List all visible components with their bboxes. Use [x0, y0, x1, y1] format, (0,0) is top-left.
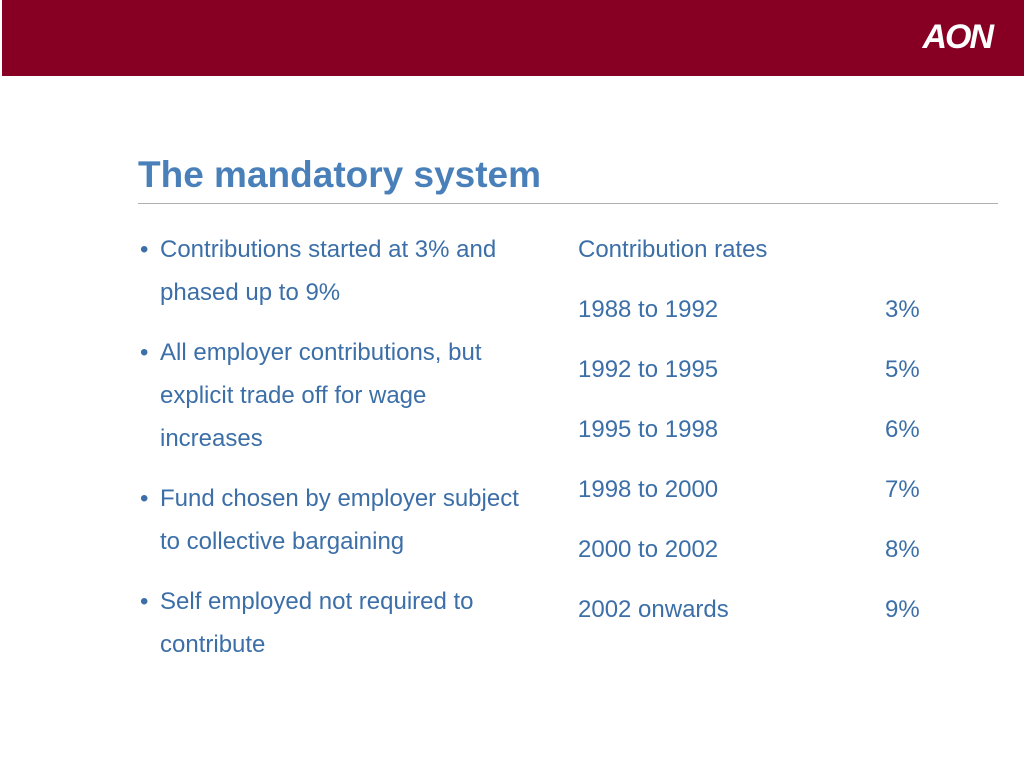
logo: AON: [922, 18, 994, 56]
bullet-item: Contributions started at 3% and phased u…: [140, 228, 535, 314]
rate-cell: 6%: [885, 416, 920, 443]
table-row: 2002 onwards 9%: [578, 588, 938, 648]
bullet-item: Fund chosen by employer subject to colle…: [140, 477, 535, 563]
table-row: 1998 to 2000 7%: [578, 468, 938, 528]
header-bar: [2, 0, 1024, 76]
title-rule: [138, 203, 998, 204]
period-cell: 1988 to 1992: [578, 296, 719, 323]
table-row: 1995 to 1998 6%: [578, 408, 938, 468]
table-row: 1988 to 1992 3%: [578, 288, 938, 348]
table-row: 1992 to 1995 5%: [578, 348, 938, 408]
rate-cell: 7%: [885, 476, 920, 503]
table-row: 2000 to 2002 8%: [578, 528, 938, 588]
bullet-item: Self employed not required to contribute: [140, 580, 535, 666]
period-cell: 1995 to 1998: [578, 416, 719, 443]
rate-cell: 3%: [885, 296, 920, 323]
period-cell: 2002 onwards: [578, 596, 729, 623]
rates-table: Contribution rates 1988 to 1992 3% 1992 to…: [578, 228, 938, 648]
rate-cell: 5%: [885, 356, 920, 383]
period-cell: 2000 to 2002: [578, 536, 719, 563]
bullet-item: All employer contributions, but explicit…: [140, 331, 535, 460]
rate-cell: 9%: [885, 596, 920, 623]
period-cell: 1998 to 2000: [578, 476, 719, 503]
rate-cell: 8%: [885, 536, 920, 563]
bullet-list: Contributions started at 3% and phased u…: [140, 228, 535, 683]
period-cell: 1992 to 1995: [578, 356, 719, 383]
slide-title: The mandatory system: [138, 154, 542, 195]
table-caption: Contribution rates: [578, 236, 768, 263]
